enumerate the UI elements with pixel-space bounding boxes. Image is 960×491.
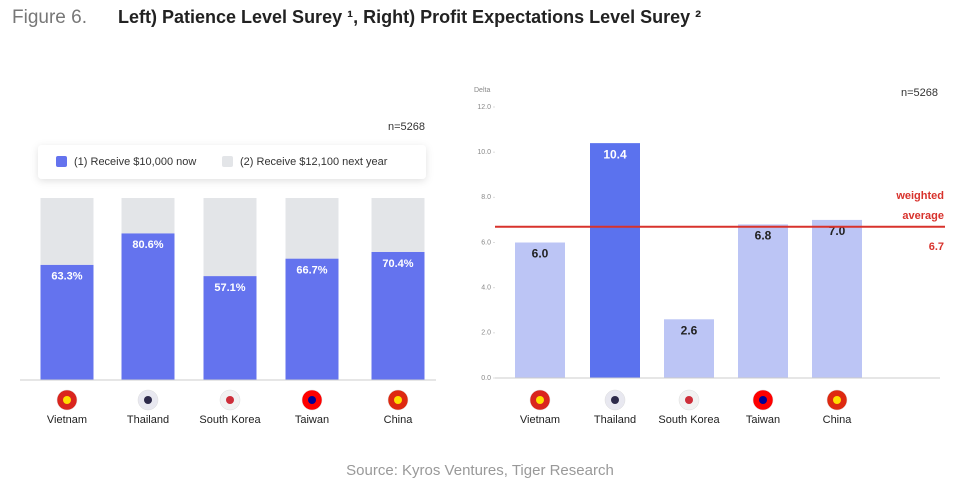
reference-value: 6.7 [929, 241, 944, 253]
y-tick-label: 4.0 [481, 285, 491, 292]
legend-swatch [222, 156, 233, 167]
reference-label: average [902, 210, 944, 222]
data-label: 6.8 [755, 229, 772, 243]
x-tick-label: South Korea [199, 414, 261, 426]
y-tick-label: 0.0 [481, 375, 491, 382]
x-tick-label: Taiwan [295, 414, 329, 426]
data-label: 57.1% [214, 282, 245, 294]
flag-icon [63, 396, 71, 404]
bar-segment [285, 258, 339, 380]
bar-segment [371, 251, 425, 380]
flag-icon [226, 396, 234, 404]
bar [664, 319, 714, 378]
y-tick-label: 8.0 [481, 194, 491, 201]
data-label: 63.3% [51, 271, 82, 283]
flag-icon [611, 396, 619, 404]
bar-segment [371, 198, 425, 252]
y-tick-label: 10.0 [477, 149, 491, 156]
bar-segment [203, 276, 257, 380]
legend-label: (1) Receive $10,000 now [74, 156, 196, 168]
bar-segment [121, 233, 175, 380]
bar-segment [121, 198, 175, 234]
flag-icon [144, 396, 152, 404]
x-tick-label: South Korea [658, 414, 720, 426]
bar-segment [285, 198, 339, 259]
x-tick-label: China [823, 414, 853, 426]
x-tick-label: Thailand [127, 414, 169, 426]
x-tick-label: China [384, 414, 414, 426]
x-tick-label: Vietnam [520, 414, 560, 426]
x-tick-label: Thailand [594, 414, 636, 426]
legend-label: (2) Receive $12,100 next year [240, 156, 388, 168]
data-label: 80.6% [132, 239, 163, 251]
y-tick-label: 12.0 [477, 104, 491, 111]
y-axis-label: Delta [474, 87, 490, 94]
y-tick-label: 6.0 [481, 239, 491, 246]
data-label: 66.7% [296, 265, 327, 277]
x-tick-label: Taiwan [746, 414, 780, 426]
legend-swatch [56, 156, 67, 167]
flag-icon [833, 396, 841, 404]
annotation: n=5268 [388, 121, 425, 133]
annotation: n=5268 [901, 87, 938, 99]
source: Source: Kyros Ventures, Tiger Research [346, 462, 614, 479]
x-tick-label: Vietnam [47, 414, 87, 426]
flag-icon [759, 396, 767, 404]
figure-label: Figure 6. [12, 7, 87, 28]
data-label: 6.0 [532, 247, 549, 261]
data-label: 10.4 [603, 147, 627, 161]
reference-label: weighted [895, 190, 944, 202]
bar-segment [203, 198, 257, 277]
bar [738, 224, 788, 378]
flag-icon [685, 396, 693, 404]
bar-segment [40, 198, 94, 265]
flag-icon [308, 396, 316, 404]
bar [812, 219, 862, 378]
data-label: 2.6 [681, 323, 698, 337]
flag-icon [536, 396, 544, 404]
bar [590, 143, 640, 378]
bar [515, 242, 565, 378]
y-tick-label: 2.0 [481, 330, 491, 337]
figure-title: Left) Patience Level Surey ¹, Right) Pro… [118, 7, 701, 27]
bar-segment [40, 264, 94, 380]
data-label: 70.4% [382, 258, 413, 270]
flag-icon [394, 396, 402, 404]
